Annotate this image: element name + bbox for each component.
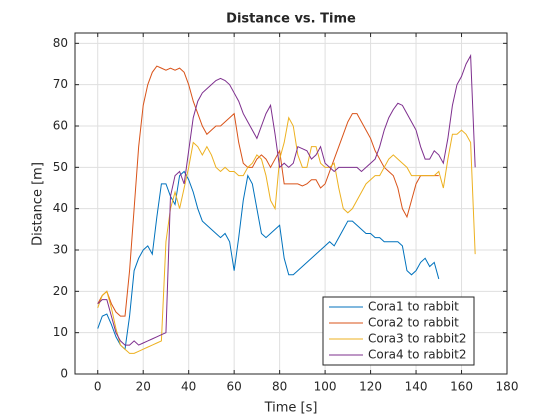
- chart-title: Distance vs. Time: [226, 12, 356, 27]
- x-tick-label: 40: [181, 380, 196, 394]
- x-tick-label: 20: [136, 380, 151, 394]
- series-line: [97, 116, 476, 354]
- y-tick-label: 20: [53, 284, 68, 298]
- x-axis-label: Time [s]: [264, 401, 318, 416]
- legend-label: Cora4 to rabbit2: [368, 348, 467, 362]
- y-axis-label: Distance [m]: [31, 162, 46, 246]
- legend-label: Cora2 to rabbit: [368, 316, 459, 330]
- x-tick-label: 180: [496, 380, 519, 394]
- axes-box: [74, 32, 508, 375]
- legend-box: [322, 296, 475, 366]
- y-tick-label: 40: [53, 201, 68, 215]
- series-line: [97, 170, 440, 351]
- legend: Cora1 to rabbit Cora2 to rabbit Cora3 to r…: [322, 296, 475, 366]
- series-line: [97, 53, 476, 346]
- x-tick-label: 80: [272, 380, 287, 394]
- x-tick-label: 120: [359, 380, 382, 394]
- series-line: [97, 65, 439, 317]
- x-tick-label: 160: [450, 380, 473, 394]
- y-tick-label: 80: [53, 36, 68, 50]
- y-tick-label: 60: [53, 119, 68, 133]
- y-tick-label: 50: [53, 160, 68, 174]
- x-tick-label: 100: [314, 380, 337, 394]
- y-tick-label: 70: [53, 77, 68, 91]
- y-tick-label: 30: [53, 243, 68, 257]
- y-tick-label: 0: [60, 367, 68, 381]
- legend-label: Cora1 to rabbit: [368, 300, 459, 314]
- y-tick-label: 10: [53, 325, 68, 339]
- legend-label: Cora3 to rabbit2: [368, 332, 467, 346]
- x-tick-label: 0: [94, 380, 102, 394]
- x-tick-label: 140: [405, 380, 428, 394]
- x-tick-label: 60: [227, 380, 242, 394]
